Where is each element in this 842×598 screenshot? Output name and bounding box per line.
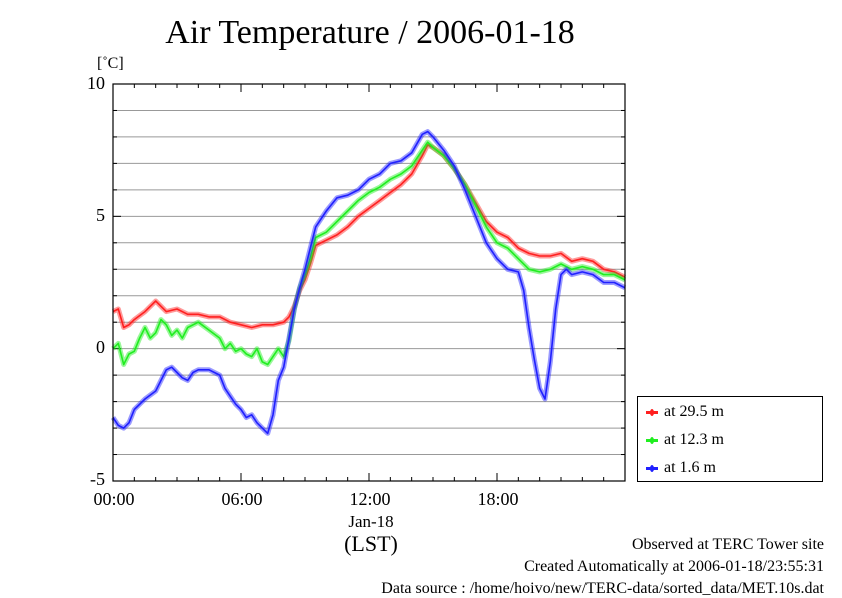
series-glow — [111, 139, 627, 367]
legend-swatch-red — [646, 408, 658, 416]
y-tick-label: -5 — [90, 469, 105, 489]
series-line — [112, 144, 626, 329]
legend-item: at 12.3 m — [646, 430, 724, 450]
y-tick-label: 0 — [96, 337, 105, 357]
series-line — [112, 130, 626, 435]
legend-label: at 1.6 m — [664, 459, 716, 476]
x-axis-label: (LST) — [344, 531, 398, 556]
x-tick-label: 12:00 — [349, 489, 391, 509]
series-glow — [111, 142, 627, 330]
footer-created: Created Automatically at 2006-01-18/23:5… — [524, 558, 824, 575]
x-tick-label: 00:00 — [93, 489, 135, 509]
legend-swatch-green — [646, 436, 658, 444]
series-line — [112, 141, 626, 366]
legend-swatch-blue — [646, 464, 658, 472]
legend-label: at 29.5 m — [664, 403, 724, 420]
series-glow — [110, 129, 627, 436]
y-tick-label: 10 — [87, 73, 105, 93]
legend-label: at 12.3 m — [664, 431, 724, 448]
footer-site: Observed at TERC Tower site — [631, 536, 824, 553]
legend-item: at 29.5 m — [646, 402, 724, 422]
legend: at 29.5 m at 12.3 m at 1.6 m — [637, 396, 823, 482]
y-tick-label: 5 — [96, 205, 105, 225]
y-unit-label: [˚C] — [97, 55, 124, 72]
legend-item: at 1.6 m — [646, 458, 716, 478]
x-date-label: Jan-18 — [348, 512, 394, 531]
x-tick-label: 06:00 — [221, 489, 263, 509]
footer-source: Data source : /home/hoivo/new/TERC-data/… — [381, 580, 824, 597]
plot-frame — [112, 83, 626, 482]
x-tick-label: 18:00 — [477, 489, 519, 509]
chart-title: Air Temperature / 2006-01-18 — [165, 14, 575, 51]
